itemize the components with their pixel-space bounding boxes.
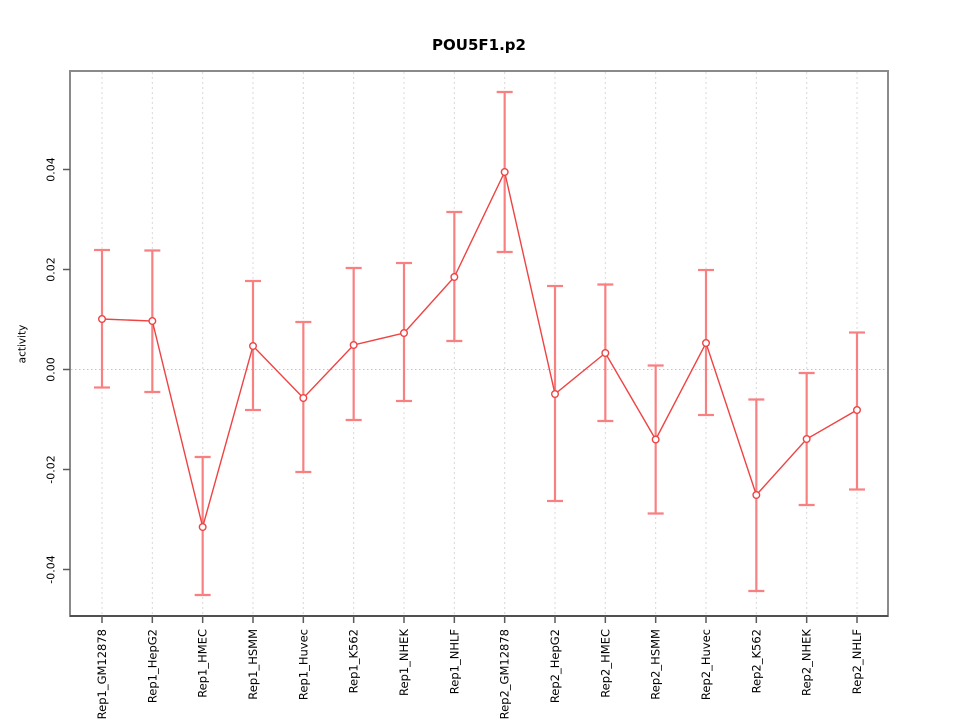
x-tick-label: Rep1_Huvec bbox=[296, 629, 310, 700]
x-tick-label: Rep2_K562 bbox=[749, 629, 763, 693]
x-tick-label: Rep1_HMEC bbox=[196, 629, 210, 698]
x-tick-label: Rep1_HSMM bbox=[246, 629, 260, 700]
data-point bbox=[802, 435, 811, 444]
data-point bbox=[349, 341, 358, 350]
data-point bbox=[551, 390, 560, 399]
x-tick-label: Rep1_HepG2 bbox=[145, 629, 159, 703]
data-point bbox=[248, 342, 257, 351]
y-tick-label: 0.02 bbox=[45, 257, 58, 282]
plot-border bbox=[69, 70, 889, 617]
data-point bbox=[97, 315, 106, 324]
data-point bbox=[299, 394, 308, 403]
chart-title: POU5F1.p2 bbox=[432, 36, 526, 54]
y-tick-label: -0.04 bbox=[45, 555, 58, 583]
y-tick-label: 0.00 bbox=[45, 357, 58, 382]
data-point bbox=[752, 491, 761, 500]
x-tick-label: Rep2_GM12878 bbox=[498, 629, 512, 719]
x-tick-label: Rep2_Huvec bbox=[699, 629, 713, 700]
y-tick-label: 0.04 bbox=[45, 157, 58, 182]
data-point bbox=[450, 273, 459, 282]
data-point bbox=[500, 167, 509, 176]
x-tick-label: Rep2_HepG2 bbox=[548, 629, 562, 703]
x-tick-label: Rep1_GM12878 bbox=[95, 629, 109, 719]
y-tick-label: -0.02 bbox=[45, 455, 58, 483]
x-tick-label: Rep2_NHEK bbox=[800, 629, 814, 696]
series-line bbox=[101, 169, 858, 530]
x-tick-label: Rep1_K562 bbox=[347, 629, 361, 693]
x-tick-label: Rep2_HMEC bbox=[598, 629, 612, 698]
data-point bbox=[853, 406, 862, 415]
x-tick-label: Rep1_NHLF bbox=[447, 629, 461, 694]
data-point bbox=[198, 523, 207, 532]
data-point bbox=[148, 317, 157, 326]
x-tick-label: Rep2_NHLF bbox=[850, 629, 864, 694]
data-point bbox=[702, 339, 711, 348]
data-point bbox=[400, 329, 409, 338]
data-point bbox=[651, 435, 660, 444]
x-tick-label: Rep1_NHEK bbox=[397, 629, 411, 696]
x-tick-label: Rep2_HSMM bbox=[649, 629, 663, 700]
data-point bbox=[601, 349, 610, 358]
